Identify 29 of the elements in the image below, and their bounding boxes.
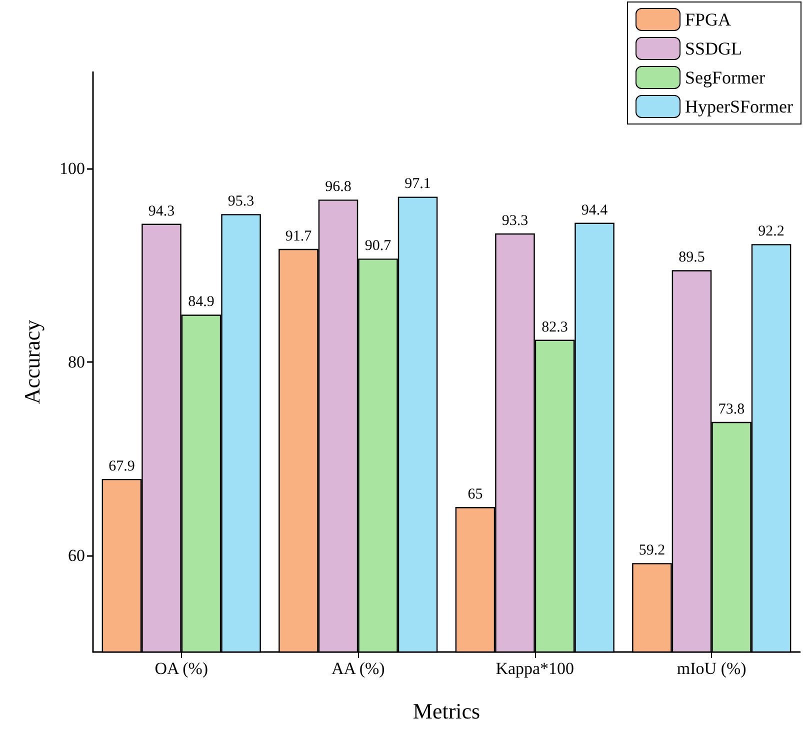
data-label: 97.1 xyxy=(404,176,431,192)
data-label: 95.3 xyxy=(228,194,254,210)
data-label: 90.7 xyxy=(364,238,392,254)
y-tick-label: 60 xyxy=(68,546,85,565)
legend-label: SSDGL xyxy=(685,38,742,58)
legend-label: SegFormer xyxy=(685,68,766,88)
legend-label: HyperSFormer xyxy=(685,96,794,116)
y-tick-label: 80 xyxy=(68,352,85,372)
data-label: 89.5 xyxy=(678,250,705,266)
legend-label: FPGA xyxy=(685,10,732,30)
data-label: 94.4 xyxy=(581,202,608,218)
data-label: 84.9 xyxy=(188,294,214,310)
x-tick-label: AA (%) xyxy=(331,659,385,678)
data-label: 82.3 xyxy=(542,319,568,336)
data-label: 65 xyxy=(468,486,483,502)
y-tick-label: 100 xyxy=(60,159,85,178)
data-label: 91.7 xyxy=(285,228,312,244)
data-label: 96.8 xyxy=(325,179,352,196)
x-axis-title: Metrics xyxy=(412,698,480,724)
x-tick-label: OA (%) xyxy=(154,659,208,678)
data-label: 94.3 xyxy=(148,203,175,220)
data-label: 59.2 xyxy=(638,542,666,559)
data-label: 93.3 xyxy=(502,212,528,229)
x-tick-label: Kappa*100 xyxy=(496,659,574,678)
data-label: 92.2 xyxy=(758,224,784,240)
data-label: 67.9 xyxy=(108,458,135,474)
y-axis-title: Accuracy xyxy=(20,320,44,404)
data-label: 73.8 xyxy=(718,401,745,418)
x-tick-label: mIoU (%) xyxy=(676,659,746,678)
